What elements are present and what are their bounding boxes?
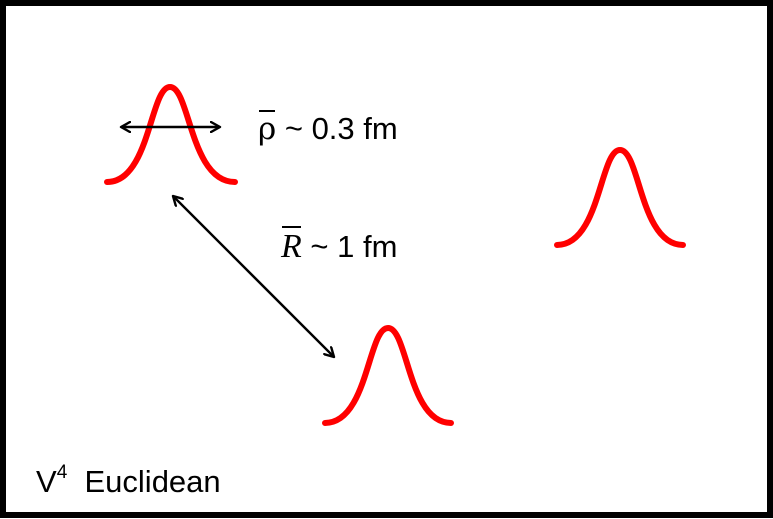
- instanton-peak-2: [554, 147, 686, 248]
- space-v: V: [36, 464, 57, 499]
- instanton-peak-1: [104, 84, 238, 185]
- space-label: V4 Euclidean: [36, 463, 221, 499]
- r-label: R ~ 1 fm: [281, 226, 398, 265]
- rho-value: ~ 0.3 fm: [276, 111, 398, 146]
- separation-arrow: [173, 196, 334, 357]
- space-name: Euclidean: [84, 464, 221, 499]
- rho-symbol: ρ: [258, 110, 277, 147]
- space-exponent: 4: [56, 462, 68, 483]
- rho-label: ρ ~ 0.3 fm: [258, 110, 398, 147]
- instanton-peak-3: [322, 325, 454, 426]
- r-value: ~ 1 fm: [301, 229, 398, 264]
- r-symbol: R: [281, 226, 302, 265]
